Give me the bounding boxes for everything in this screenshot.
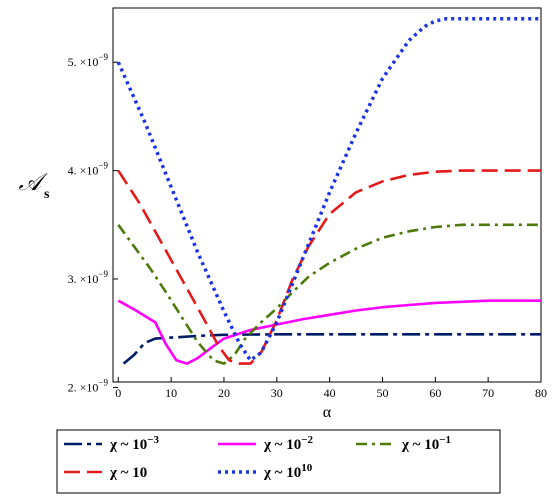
- series-line-1: [117, 299, 541, 365]
- y-tick-base: ×10: [77, 272, 99, 286]
- x-tick-label: 0: [115, 386, 121, 400]
- x-tick-label: 50: [376, 386, 388, 400]
- series-line-2: [117, 223, 541, 365]
- y-tick-mantissa: 4.: [68, 164, 77, 178]
- x-tick-label: 40: [324, 386, 336, 400]
- legend: χ ~ 10−3 χ ~ 10−2 χ ~ 10−1χ ~ 10 χ ~ 1010: [64, 434, 451, 481]
- y-axis: 2. ×10−93. ×10−94. ×10−95. ×10−9: [68, 52, 118, 394]
- x-axis: 0 10 20 30 40 50 60 70 80: [115, 377, 547, 400]
- legend-label-base: χ ~ 10: [401, 437, 439, 453]
- y-tick-mantissa: 2.: [68, 380, 77, 394]
- y-tick-exponent: −9: [98, 52, 108, 62]
- legend-label-exponent: 10: [301, 462, 313, 474]
- legend-label-exponent: −3: [147, 434, 159, 446]
- legend-label-exponent: −2: [301, 434, 313, 446]
- y-tick-label: 5. ×10−9: [68, 52, 109, 69]
- legend-label-0: χ ~ 10−3: [109, 434, 160, 453]
- legend-box: [56, 429, 501, 494]
- x-tick-label: 30: [271, 386, 283, 400]
- y-tick-label: 3. ×10−9: [68, 269, 109, 286]
- legend-label-base: χ ~ 10: [109, 465, 147, 481]
- y-tick-exponent: −9: [98, 161, 108, 171]
- legend-label-4: χ ~ 1010: [263, 462, 313, 481]
- x-tick-label: 80: [535, 386, 547, 400]
- legend-label-3: χ ~ 10: [109, 465, 147, 481]
- y-tick-exponent: −9: [98, 377, 108, 387]
- y-tick-label: 4. ×10−9: [68, 161, 109, 178]
- x-tick-label: 60: [429, 386, 441, 400]
- x-tick-label: 10: [165, 386, 177, 400]
- y-tick-mantissa: 5.: [68, 55, 77, 69]
- y-tick-exponent: −9: [98, 269, 108, 279]
- y-tick-base: ×10: [77, 380, 99, 394]
- y-tick-mantissa: 3.: [68, 272, 77, 286]
- y-axis-label-subscript: s: [44, 187, 50, 202]
- series-line-4: [116, 17, 541, 363]
- x-axis-label: α: [323, 404, 332, 421]
- legend-label-base: χ ~ 10: [263, 465, 301, 481]
- legend-label-base: χ ~ 10: [263, 437, 301, 453]
- series-line-0: [122, 332, 541, 365]
- x-tick-label: 20: [218, 386, 230, 400]
- legend-label-base: χ ~ 10: [109, 437, 147, 453]
- legend-label-1: χ ~ 10−2: [263, 434, 314, 453]
- y-tick-label: 2. ×10−9: [68, 377, 109, 394]
- y-tick-base: ×10: [77, 164, 99, 178]
- series-line-3: [117, 169, 541, 365]
- legend-label-2: χ ~ 10−1: [401, 434, 451, 453]
- series-layer: [116, 17, 541, 365]
- plot-frame: [112, 7, 542, 383]
- y-tick-base: ×10: [77, 55, 99, 69]
- x-tick-label: 70: [482, 386, 494, 400]
- legend-label-exponent: −1: [439, 434, 451, 446]
